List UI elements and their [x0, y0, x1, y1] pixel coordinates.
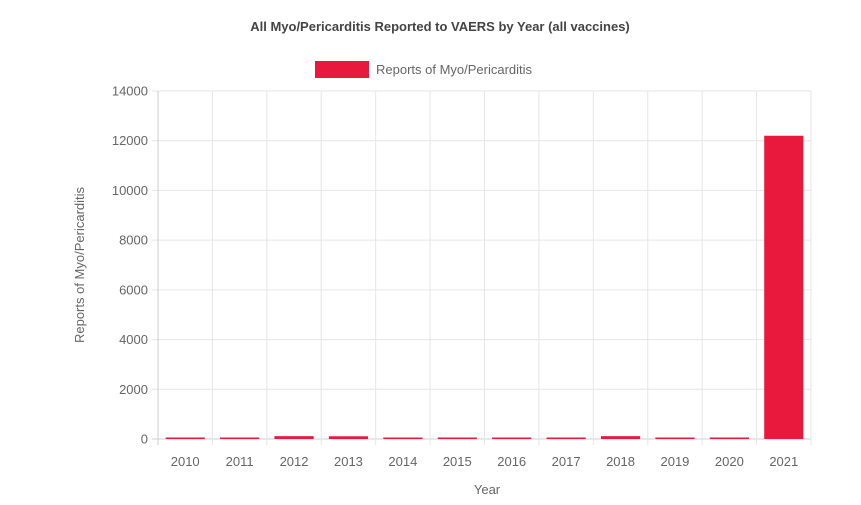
x-tick-label: 2019 — [660, 454, 689, 469]
y-tick-label: 0 — [141, 432, 148, 447]
bar-2010[interactable] — [165, 437, 205, 440]
bar-2011[interactable] — [220, 437, 260, 440]
y-tick-label: 2000 — [119, 382, 148, 397]
bar-2021[interactable] — [764, 135, 804, 439]
y-tick-label: 12000 — [112, 133, 148, 148]
x-tick-label: 2015 — [443, 454, 472, 469]
bars — [165, 135, 804, 440]
y-tick-labels: 0 2000 4000 6000 8000 10000 12000 14000 — [112, 84, 148, 447]
y-tick-label: 10000 — [112, 183, 148, 198]
bar-2019[interactable] — [655, 437, 695, 440]
x-tick-label: 2021 — [769, 454, 798, 469]
bar-2013[interactable] — [328, 436, 369, 439]
x-tick-label: 2013 — [334, 454, 363, 469]
x-tick-label: 2020 — [715, 454, 744, 469]
x-axis-label: Year — [474, 482, 501, 497]
bar-2017[interactable] — [546, 437, 586, 440]
x-tick-label: 2012 — [280, 454, 309, 469]
x-tick-labels: 2010 2011 2012 2013 2014 2015 2016 2017 2018 2019… — [171, 454, 799, 469]
bar-2015[interactable] — [437, 437, 477, 440]
legend-label[interactable]: Reports of Myo/Pericarditis — [376, 62, 533, 77]
chart-title: All Myo/Pericarditis Reported to VAERS b… — [250, 19, 630, 34]
y-tick-label: 14000 — [112, 84, 148, 99]
bar-2020[interactable] — [709, 437, 749, 440]
bar-2014[interactable] — [383, 437, 423, 440]
grid-lines — [152, 90, 812, 445]
x-tick-label: 2017 — [552, 454, 581, 469]
y-axis-label: Reports of Myo/Pericarditis — [72, 186, 87, 343]
bar-2012[interactable] — [274, 436, 314, 439]
legend-swatch[interactable] — [315, 61, 369, 78]
x-tick-label: 2014 — [388, 454, 417, 469]
y-tick-label: 4000 — [119, 332, 148, 347]
bar-2018[interactable] — [600, 436, 641, 439]
y-tick-label: 8000 — [119, 233, 148, 248]
bar-2016[interactable] — [492, 437, 532, 440]
x-tick-label: 2011 — [226, 454, 254, 469]
x-tick-label: 2018 — [606, 454, 635, 469]
y-tick-label: 6000 — [119, 282, 148, 297]
x-tick-label: 2010 — [171, 454, 200, 469]
x-tick-label: 2016 — [497, 454, 526, 469]
